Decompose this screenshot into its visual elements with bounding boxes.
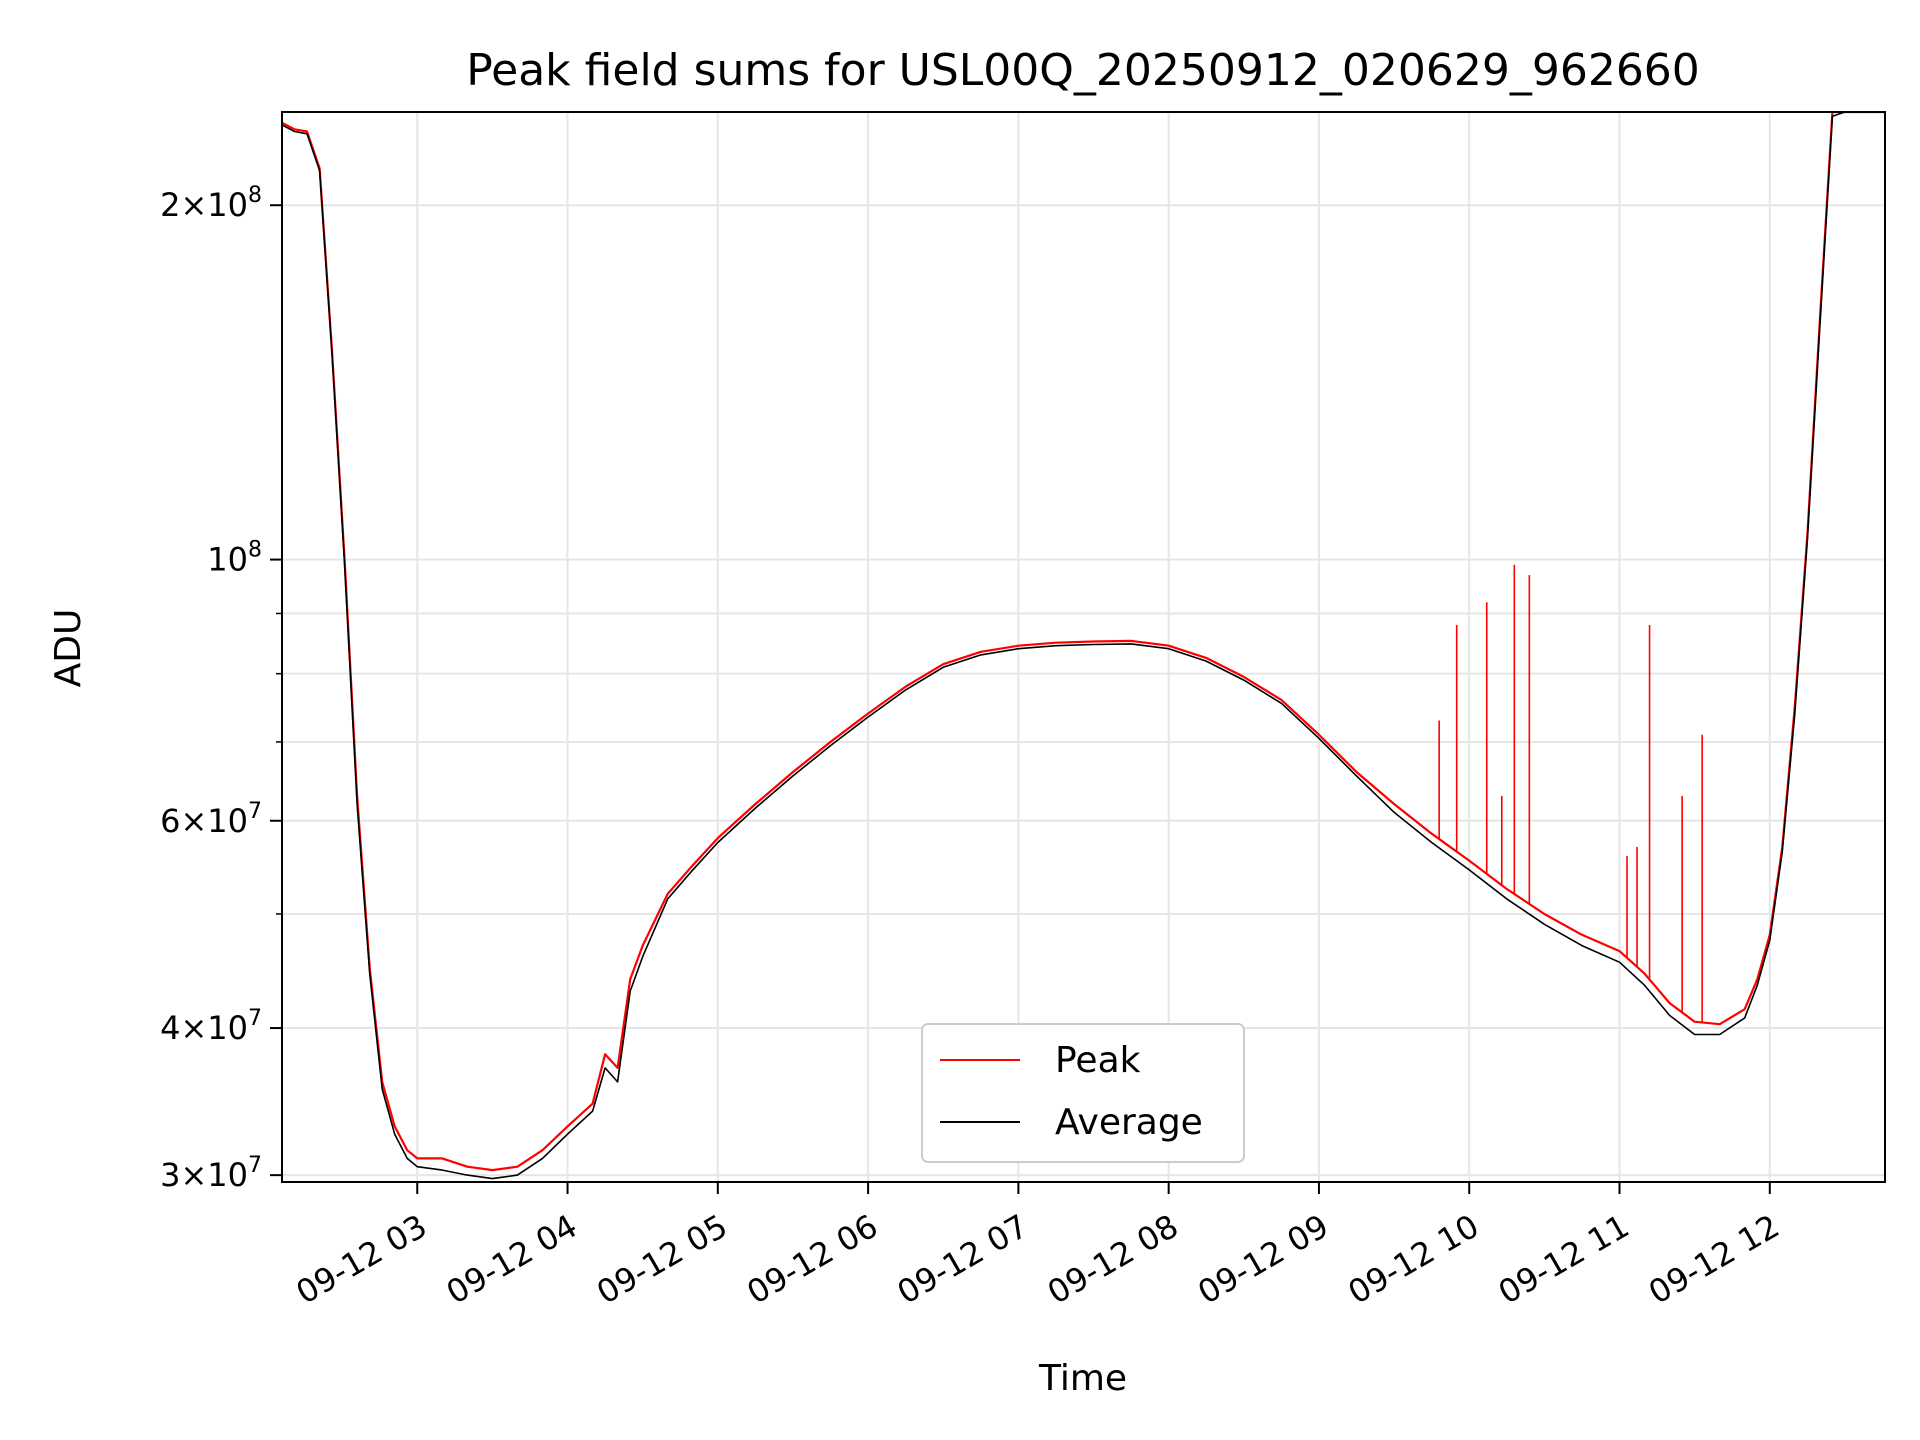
plot-area	[282, 112, 1885, 1180]
y-tick-label: 108	[207, 538, 262, 579]
y-tick-label: 6×107	[160, 799, 262, 840]
average-series-line	[282, 112, 1885, 1180]
legend-peak-label: Peak	[1055, 1040, 1141, 1081]
y-tick-label: 4×107	[160, 1006, 262, 1047]
peak-series-line	[282, 112, 1885, 1172]
legend-box	[921, 1023, 1245, 1163]
chart-title: Peak field sums for USL00Q_20250912_0206…	[466, 45, 1700, 96]
plot-frame	[281, 111, 1886, 1183]
y-tick-label: 3×107	[160, 1153, 262, 1194]
legend: Peak Average	[921, 1023, 1245, 1163]
x-axis-label: Time	[1038, 1358, 1127, 1399]
y-axis-label: ADU	[48, 609, 89, 688]
y-tick-label: 2×108	[160, 183, 262, 224]
y-axis: 3×107 4×107 6×107 108 2×108	[160, 183, 282, 1194]
legend-average-label: Average	[1055, 1102, 1203, 1143]
grid	[282, 112, 1885, 1182]
